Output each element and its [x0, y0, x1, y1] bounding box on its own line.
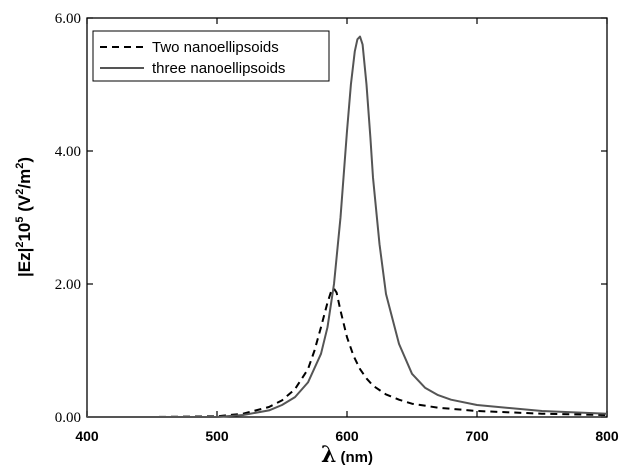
y-axis-label: |Ez|2105 (V2/m2)	[14, 157, 34, 277]
x-tick-label: 700	[465, 428, 489, 444]
legend-box	[92, 30, 330, 82]
x-tick-label: 600	[335, 428, 359, 444]
legend-label-three-nanoellipsoids: three nanoellipsoids	[152, 60, 285, 77]
x-tick-label: 400	[75, 428, 99, 444]
series-line-two-nanoellipsoids	[87, 287, 608, 418]
x-axis-label: λ (nm)	[321, 442, 373, 466]
x-tick-label: 800	[595, 428, 619, 444]
y-tick-label: 2.00	[55, 277, 81, 293]
series-line-three-nanoellipsoids	[87, 35, 608, 418]
y-tick-label: 4.00	[55, 144, 81, 160]
x-tick-label: 500	[205, 428, 229, 444]
y-tick-label: 0.00	[55, 410, 81, 426]
legend-label-two-nanoellipsoids: Two nanoellipsoids	[152, 39, 279, 56]
series-layer	[87, 35, 608, 418]
plot-area	[86, 17, 608, 418]
legend: Two nanoellipsoids three nanoellipsoids	[92, 30, 330, 82]
y-tick-label: 6.00	[55, 11, 81, 27]
